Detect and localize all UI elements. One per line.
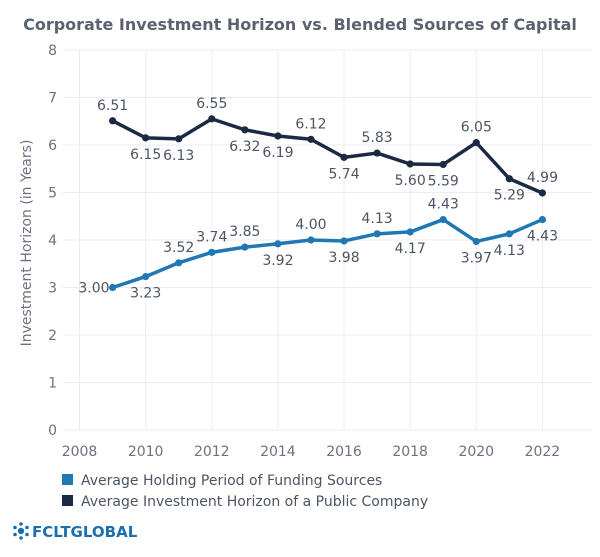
data-label: 3.97	[461, 250, 492, 266]
legend-swatch-holding-period	[62, 474, 73, 485]
legend: Average Holding Period of Funding Source…	[62, 473, 428, 510]
y-tick-label: 1	[48, 376, 57, 392]
data-point	[142, 134, 150, 142]
data-label: 3.98	[328, 250, 359, 266]
data-label: 3.74	[196, 229, 227, 245]
series-lines	[108, 115, 547, 292]
data-label: 4.43	[428, 197, 459, 213]
data-label: 4.13	[362, 211, 393, 227]
x-tick-label: 2012	[194, 444, 230, 460]
data-point	[142, 272, 150, 281]
data-point	[208, 115, 216, 123]
data-point	[307, 236, 315, 244]
data-label: 5.60	[395, 173, 426, 189]
chart-title: Corporate Investment Horizon vs. Blended…	[23, 15, 577, 34]
data-point	[274, 240, 282, 248]
x-tick-label: 2010	[128, 444, 164, 460]
data-label: 6.15	[130, 147, 161, 163]
x-tick-label: 2022	[525, 444, 561, 460]
data-label: 5.74	[328, 166, 359, 182]
data-label: 3.23	[130, 286, 161, 302]
axes: 0 1 2 3 4 5 6 7 8 2008 2010 2012 2014 2016 2018 2020 202…	[48, 43, 560, 460]
data-point	[175, 259, 183, 267]
data-point	[538, 189, 547, 197]
fcltglobal-logo-icon	[13, 522, 29, 540]
legend-swatch-public-company	[62, 495, 73, 506]
legend-label-public-company: Average Investment Horizon of a Public C…	[81, 494, 428, 510]
y-axis-label: Investment Horizon (in Years)	[19, 140, 35, 347]
data-point	[439, 160, 447, 169]
data-label: 6.55	[196, 96, 227, 112]
data-point	[241, 243, 249, 251]
data-label: 6.32	[229, 139, 260, 155]
data-label: 6.51	[97, 98, 128, 114]
data-label: 5.83	[362, 130, 393, 146]
data-label: 4.00	[295, 217, 326, 233]
legend-label-holding-period: Average Holding Period of Funding Source…	[81, 473, 382, 489]
series-line-1	[110, 117, 545, 195]
data-labels: 3.00 3.233.523.74 3.853.924.003.984.134.17…	[78, 96, 558, 302]
data-point	[108, 117, 117, 125]
data-point	[307, 135, 315, 143]
data-point	[373, 230, 381, 238]
y-tick-label: 4	[48, 233, 57, 249]
data-label: 3.85	[229, 224, 260, 240]
data-label: 6.12	[295, 116, 326, 132]
data-label: 4.17	[395, 241, 426, 257]
data-point	[472, 237, 480, 246]
data-label: 6.19	[262, 145, 293, 161]
data-label: 3.00	[78, 281, 109, 297]
data-point	[505, 230, 513, 238]
data-point	[274, 132, 282, 140]
data-point	[108, 283, 117, 292]
data-label: 4.99	[527, 170, 558, 186]
data-point	[208, 248, 216, 256]
y-tick-label: 3	[48, 281, 57, 297]
data-label: 3.52	[163, 240, 194, 256]
y-tick-label: 8	[48, 43, 57, 59]
series-line-0	[110, 217, 545, 290]
brand-name: FCLTGLOBAL	[32, 523, 138, 541]
data-label: 5.59	[428, 173, 459, 189]
data-label: 6.05	[461, 120, 492, 136]
data-label: 4.13	[494, 243, 525, 259]
y-tick-label: 6	[48, 138, 57, 154]
data-point	[340, 153, 348, 161]
data-point	[373, 149, 381, 157]
x-tick-label: 2014	[260, 444, 296, 460]
data-point	[406, 228, 414, 236]
data-label: 4.43	[527, 229, 558, 245]
y-tick-label: 0	[48, 423, 57, 439]
data-point	[340, 237, 348, 245]
data-point	[505, 175, 513, 183]
y-tick-label: 2	[48, 328, 57, 344]
brand-logo: FCLTGLOBAL	[13, 522, 138, 541]
data-point	[472, 139, 480, 147]
y-tick-label: 7	[48, 91, 57, 107]
data-point	[406, 160, 414, 168]
data-point	[439, 215, 447, 224]
x-tick-label: 2016	[326, 444, 362, 460]
x-tick-label: 2008	[62, 444, 98, 460]
y-tick-label: 5	[48, 186, 57, 202]
data-point	[241, 126, 249, 134]
data-label: 5.29	[494, 188, 525, 204]
data-point	[175, 135, 183, 143]
x-tick-label: 2018	[392, 444, 428, 460]
data-point	[538, 215, 547, 224]
data-label: 6.13	[163, 148, 194, 164]
x-tick-label: 2020	[458, 444, 494, 460]
data-label: 3.92	[262, 253, 293, 269]
